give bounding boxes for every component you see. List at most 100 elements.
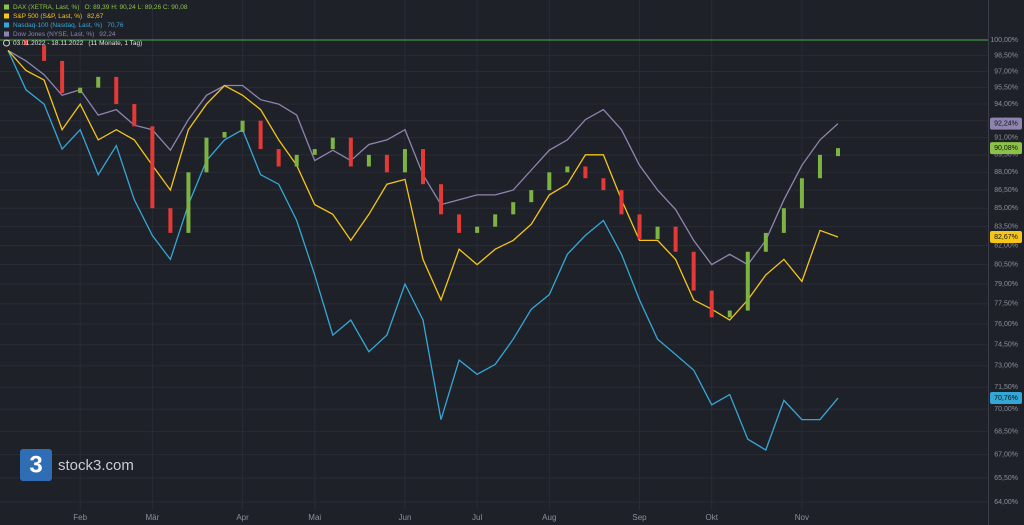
candle	[150, 126, 155, 209]
logo-box	[20, 449, 52, 481]
grid	[0, 0, 988, 510]
legend-swatch	[4, 4, 9, 10]
legend-swatch	[4, 13, 9, 19]
y-tick-label: 94,00%	[994, 101, 1018, 108]
candle	[565, 166, 570, 173]
y-tick-label: 89,50%	[994, 152, 1018, 159]
candle	[276, 149, 281, 167]
candle	[439, 184, 444, 215]
y-tick-label: 74,50%	[994, 342, 1018, 349]
candle	[42, 45, 47, 61]
candle	[475, 226, 480, 233]
watermark: 3 stock3.com	[20, 449, 134, 481]
x-tick-label: Nov	[795, 513, 809, 522]
candle	[673, 226, 678, 252]
candle	[511, 202, 516, 215]
y-tick-label: 65,50%	[994, 475, 1018, 482]
value-tag-label: 70,76%	[994, 395, 1018, 402]
candle	[745, 251, 750, 311]
y-tick-label: 77,50%	[994, 301, 1018, 308]
y-tick-label: 64,00%	[994, 499, 1018, 506]
x-tick-label: Feb	[73, 513, 87, 522]
legend-label: Nasdaq-100 (Nasdaq, Last, %) 70,76	[13, 22, 124, 29]
candle	[294, 154, 299, 167]
period-range: 03.01.2022 - 18.11.2022	[13, 40, 84, 47]
candle	[781, 208, 786, 233]
logo-icon: 3	[29, 451, 42, 478]
legend-label: Dow Jones (NYSE, Last, %) 92,24	[13, 31, 116, 38]
candle	[114, 76, 119, 105]
candle	[799, 178, 804, 209]
candle	[529, 190, 534, 203]
legend-value: 70,76	[107, 22, 124, 29]
candle	[601, 178, 606, 191]
period-icon	[3, 39, 10, 47]
y-axis: 64,00% 65,50% 67,00% 68,50% 70,00% 71,50% 73,0…	[73, 37, 1022, 522]
x-tick-label: Jul	[472, 513, 482, 522]
x-tick-label: Jun	[399, 513, 412, 522]
candle	[421, 149, 425, 185]
y-tick-label: 86,50%	[994, 187, 1018, 194]
legend-name: S&P 500 (S&P, Last, %)	[13, 13, 82, 20]
y-tick-label: 71,50%	[994, 384, 1018, 391]
candle	[258, 120, 263, 150]
y-tick-label: 97,00%	[994, 68, 1018, 75]
y-tick-label: 67,00%	[994, 451, 1018, 458]
value-tag	[990, 117, 1022, 130]
legend-label: DAX (XETRA, Last, %) O: 89,39 H: 90,24 L:…	[13, 4, 188, 11]
y-tick-label: 82,00%	[994, 242, 1018, 249]
legend-value: 82,67	[87, 13, 104, 20]
legend-swatch	[4, 31, 9, 37]
legend-name: DAX (XETRA, Last, %)	[13, 4, 79, 11]
y-tick-label: 73,00%	[994, 363, 1018, 370]
candle	[402, 149, 407, 173]
legend: DAX (XETRA, Last, %) O: 89,39 H: 90,24 L:…	[3, 4, 188, 47]
y-tick-label: 80,50%	[994, 261, 1018, 268]
period: 03.01.2022 - 18.11.2022 (11 Monate, 1 Tag…	[13, 40, 142, 47]
x-tick-label: Mär	[145, 513, 159, 522]
candle	[655, 226, 660, 240]
y-tick-label: 70,00%	[994, 406, 1018, 413]
legend-value: O: 89,39 H: 90,24 L: 89,26 C: 90,08	[84, 4, 187, 11]
candle	[817, 154, 822, 179]
legend-name: Dow Jones (NYSE, Last, %)	[13, 31, 94, 38]
candle	[348, 137, 353, 167]
value-tag	[990, 142, 1022, 155]
candle	[727, 310, 732, 318]
candle	[691, 251, 696, 291]
x-tick-label: Sep	[632, 513, 647, 522]
x-tick-label: Apr	[236, 513, 249, 522]
legend-label: S&P 500 (S&P, Last, %) 82,67	[13, 13, 104, 20]
line	[7, 49, 839, 321]
y-tick-label: 85,00%	[994, 205, 1018, 212]
candle	[637, 214, 642, 240]
y-tick-label: 68,50%	[994, 429, 1018, 436]
period-note: (11 Monate, 1 Tag)	[88, 40, 142, 47]
candle	[763, 232, 768, 252]
candle	[60, 60, 65, 94]
value-tag-label: 92,24%	[994, 120, 1018, 127]
candle	[493, 214, 498, 227]
candle	[222, 131, 227, 138]
candle	[583, 166, 588, 179]
value-tag-label: 90,08%	[994, 145, 1018, 152]
legend-value: 92,24	[99, 31, 116, 38]
y-tick-label: 76,00%	[994, 321, 1018, 328]
candle	[312, 149, 317, 155]
candle	[78, 87, 83, 94]
candle	[366, 154, 371, 167]
line	[7, 50, 839, 451]
candle	[96, 76, 101, 88]
candle	[709, 290, 714, 318]
legend-swatch	[4, 22, 9, 28]
y-tick-label: 100,00%	[990, 37, 1018, 44]
logo-text: stock3.com	[58, 457, 134, 474]
x-tick-label: Okt	[705, 513, 718, 522]
candle	[204, 137, 209, 173]
value-tag	[990, 231, 1022, 244]
candle	[547, 172, 552, 191]
candle	[330, 137, 335, 150]
